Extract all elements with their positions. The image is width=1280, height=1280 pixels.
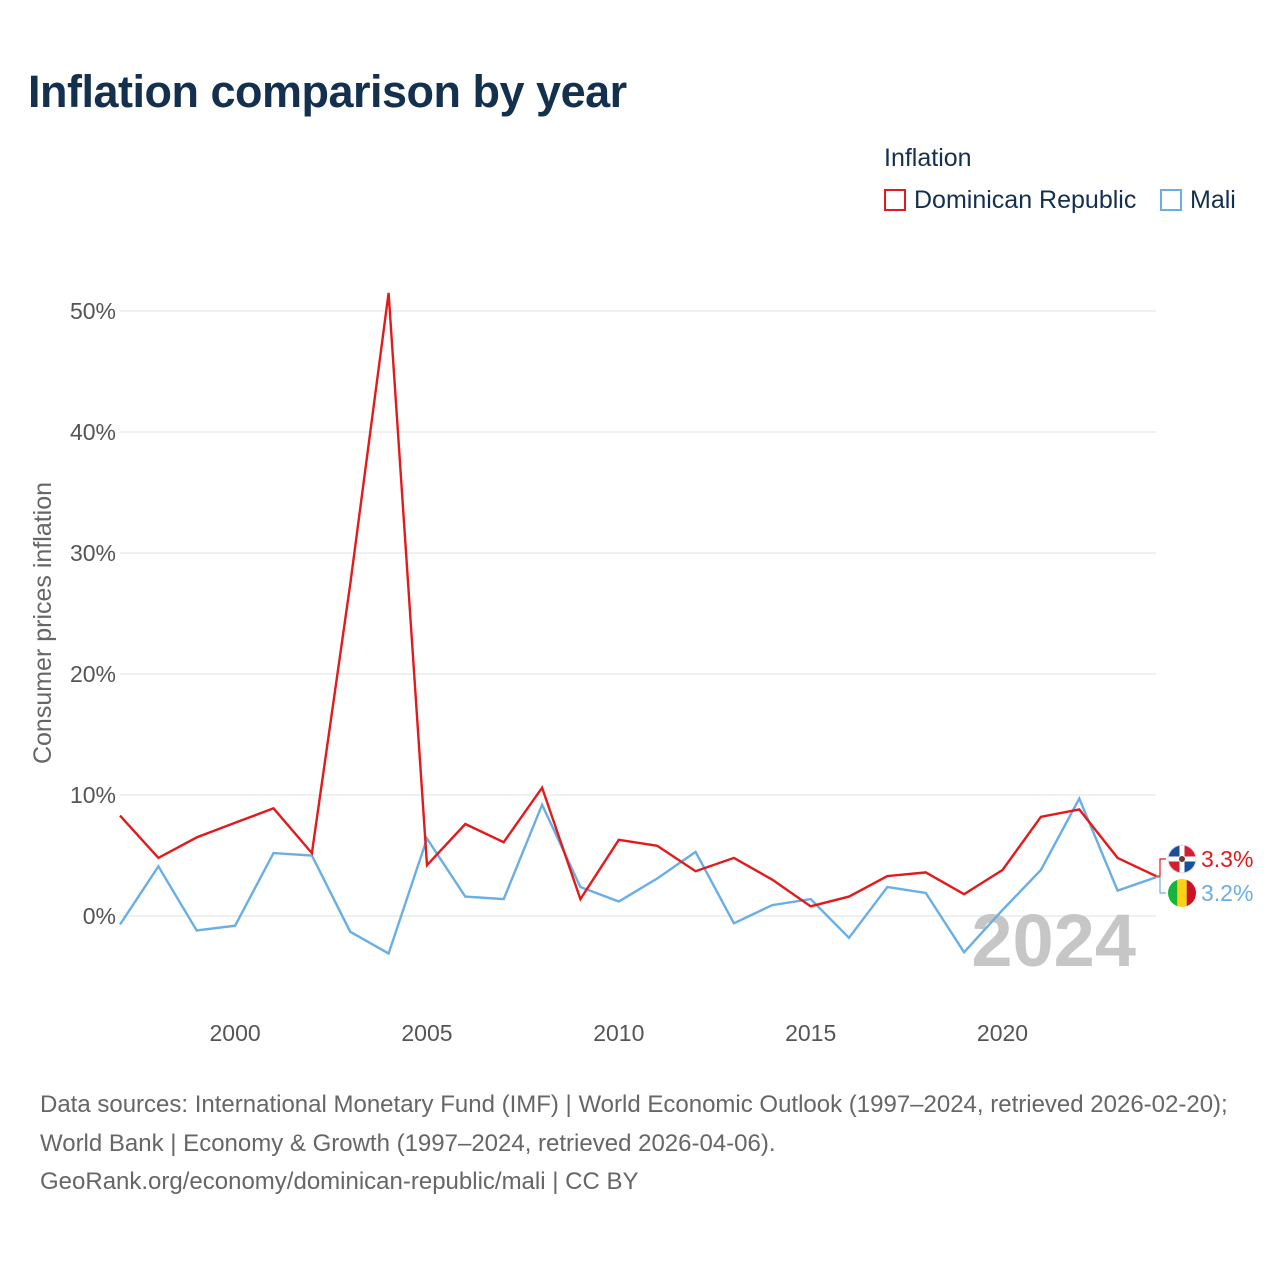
attribution: GeoRank.org/economy/dominican-republic/m… xyxy=(40,1168,639,1195)
data-sources: Data sources: International Monetary Fun… xyxy=(40,1091,1228,1157)
x-tick-label: 2015 xyxy=(785,1020,836,1046)
y-tick-label: 10% xyxy=(70,782,116,808)
legend-swatch-mali xyxy=(1160,189,1182,211)
y-tick-label: 0% xyxy=(83,903,116,929)
y-tick-label: 50% xyxy=(70,298,116,324)
legend-label-mali: Mali xyxy=(1190,185,1236,214)
series-line-mali xyxy=(118,795,1157,956)
legend-item-dominican-republic[interactable]: Dominican Republic xyxy=(884,185,1136,215)
flag-dominican-republic-icon xyxy=(1167,844,1197,874)
end-connector xyxy=(1156,876,1166,894)
legend-item-mali[interactable]: Mali xyxy=(1160,185,1236,215)
x-tick-label: 2020 xyxy=(977,1020,1028,1046)
legend-label-dominican-republic: Dominican Republic xyxy=(914,185,1137,214)
page-title: Inflation comparison by year xyxy=(28,66,627,117)
x-tick-label: 2000 xyxy=(210,1020,261,1046)
end-value-label-mali: 3.2% xyxy=(1201,880,1253,906)
end-connector xyxy=(1156,858,1166,877)
y-tick-label: 30% xyxy=(70,540,116,566)
footer: Data sources: International Monetary Fun… xyxy=(40,1086,1250,1202)
y-axis-label: Consumer prices inflation xyxy=(29,482,57,764)
end-value-label-dominican-republic: 3.3% xyxy=(1201,846,1253,872)
flag-mali-icon xyxy=(1168,879,1196,907)
legend-swatch-dominican-republic xyxy=(884,189,906,211)
x-tick-label: 2010 xyxy=(593,1020,644,1046)
series-line-dominican-republic xyxy=(119,292,1157,908)
x-tick-label: 2005 xyxy=(401,1020,452,1046)
year-watermark: 2024 xyxy=(971,899,1136,982)
y-tick-label: 20% xyxy=(70,661,116,687)
legend-title: Inflation xyxy=(884,144,972,172)
y-tick-label: 40% xyxy=(70,419,116,445)
